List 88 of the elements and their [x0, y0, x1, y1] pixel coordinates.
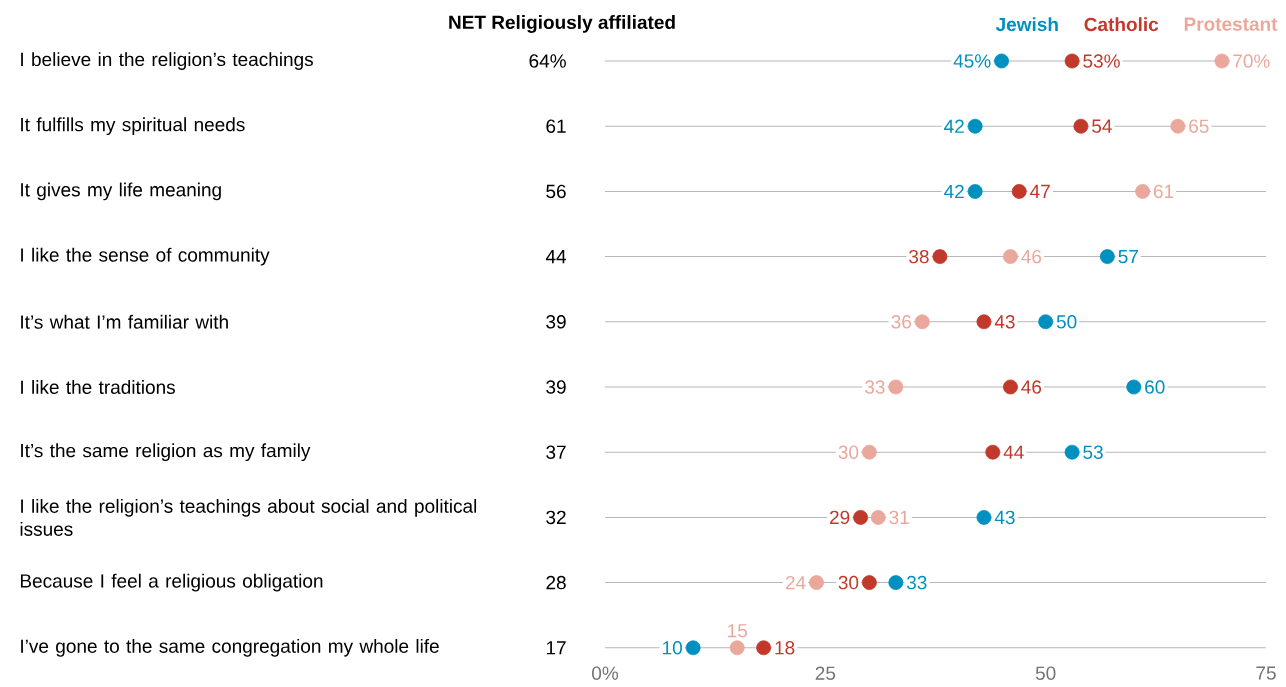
data-label: 31 — [889, 510, 909, 525]
point — [888, 575, 904, 590]
data-label: 60 — [1145, 380, 1165, 394]
data-label: 57 — [1118, 249, 1138, 264]
text: NET Religiously affiliated — [449, 15, 675, 33]
point — [756, 640, 772, 656]
point — [1170, 118, 1186, 134]
x-tick-label: 0% — [592, 666, 619, 680]
point — [1064, 444, 1080, 460]
y-tick-label: I like the sense of community — [21, 247, 270, 266]
data-label: 50 — [1056, 315, 1077, 329]
point — [862, 444, 877, 460]
data-label: 42 — [944, 184, 964, 199]
data-label: 15 — [728, 624, 747, 638]
point — [976, 314, 992, 330]
data-label: 45% — [953, 54, 991, 68]
series-label: Catholic — [1084, 17, 1159, 32]
y-tick-label: It fulfills my spiritual needs — [21, 117, 245, 136]
data-label: 54 — [1092, 119, 1112, 133]
y-tick-label: I’ve gone to the same congregation my whole life — [21, 638, 439, 657]
y-tick-label: I like the traditions — [21, 380, 175, 394]
point — [1099, 249, 1115, 265]
data-label: 61 — [1153, 184, 1174, 199]
y-tick-label: It’s the same religion as my family — [21, 443, 311, 462]
series-label: Protestant — [1184, 17, 1278, 31]
text: 17 — [546, 641, 566, 655]
point — [1073, 118, 1089, 134]
x-tick-label: 25 — [815, 666, 836, 680]
point — [994, 53, 1009, 69]
data-label: 18 — [775, 641, 795, 655]
data-label: 46 — [1021, 380, 1042, 394]
data-label: 33 — [865, 380, 885, 394]
y-tick-label: It gives my life meaning — [21, 182, 221, 201]
text: 32 — [546, 510, 566, 525]
data-label: 65 — [1189, 119, 1209, 133]
point — [1214, 53, 1230, 69]
text: 61 — [546, 119, 566, 133]
point — [729, 640, 745, 656]
y-tick-label: I believe in the religion’s teachings — [21, 52, 313, 70]
point — [1064, 53, 1080, 69]
data-label: 43 — [994, 315, 1015, 329]
data-label: 47 — [1030, 184, 1050, 198]
text: 64% — [529, 54, 566, 68]
series-label: Jewish — [995, 17, 1058, 32]
x-tick-label: 50 — [1035, 666, 1056, 680]
point — [870, 510, 886, 525]
y-tick-label: I like the religion’s teachings about social and political issues — [20, 498, 477, 536]
point — [976, 510, 992, 525]
point — [985, 444, 1001, 460]
text: 37 — [546, 445, 566, 459]
data-label: 38 — [909, 249, 929, 264]
point — [1135, 184, 1150, 199]
point — [967, 118, 983, 134]
data-label: 42 — [944, 119, 964, 133]
text: 28 — [546, 575, 566, 590]
point — [888, 379, 904, 395]
point — [967, 184, 983, 199]
y-tick-label: It’s what I’m familiar with — [21, 314, 228, 329]
data-label: 30 — [838, 575, 859, 590]
data-label: 36 — [891, 315, 912, 329]
text: 39 — [546, 315, 566, 329]
data-label: 43 — [994, 510, 1015, 525]
data-label: 29 — [829, 510, 850, 525]
text: 56 — [546, 184, 566, 199]
point — [862, 575, 877, 590]
data-label: 70% — [1233, 54, 1270, 68]
data-label: 53 — [1083, 445, 1103, 459]
text: 39 — [546, 380, 566, 394]
text: 44 — [545, 250, 567, 264]
x-tick-label: 75 — [1256, 666, 1276, 680]
point — [1003, 379, 1018, 395]
point — [685, 640, 701, 656]
point — [932, 249, 948, 265]
y-tick-label: Because I feel a religious obligation — [20, 573, 323, 592]
data-label: 24 — [785, 575, 806, 590]
data-label: 10 — [663, 641, 682, 655]
data-label: 46 — [1021, 249, 1042, 264]
point — [1038, 314, 1054, 330]
data-label: 44 — [1003, 445, 1024, 459]
point — [853, 510, 868, 525]
point — [1011, 184, 1027, 199]
point — [1003, 249, 1018, 265]
point — [809, 575, 824, 590]
data-label: 30 — [838, 445, 859, 459]
point — [1126, 379, 1142, 395]
data-label: 33 — [906, 575, 927, 590]
data-label: 53% — [1083, 54, 1120, 68]
point — [914, 314, 930, 330]
